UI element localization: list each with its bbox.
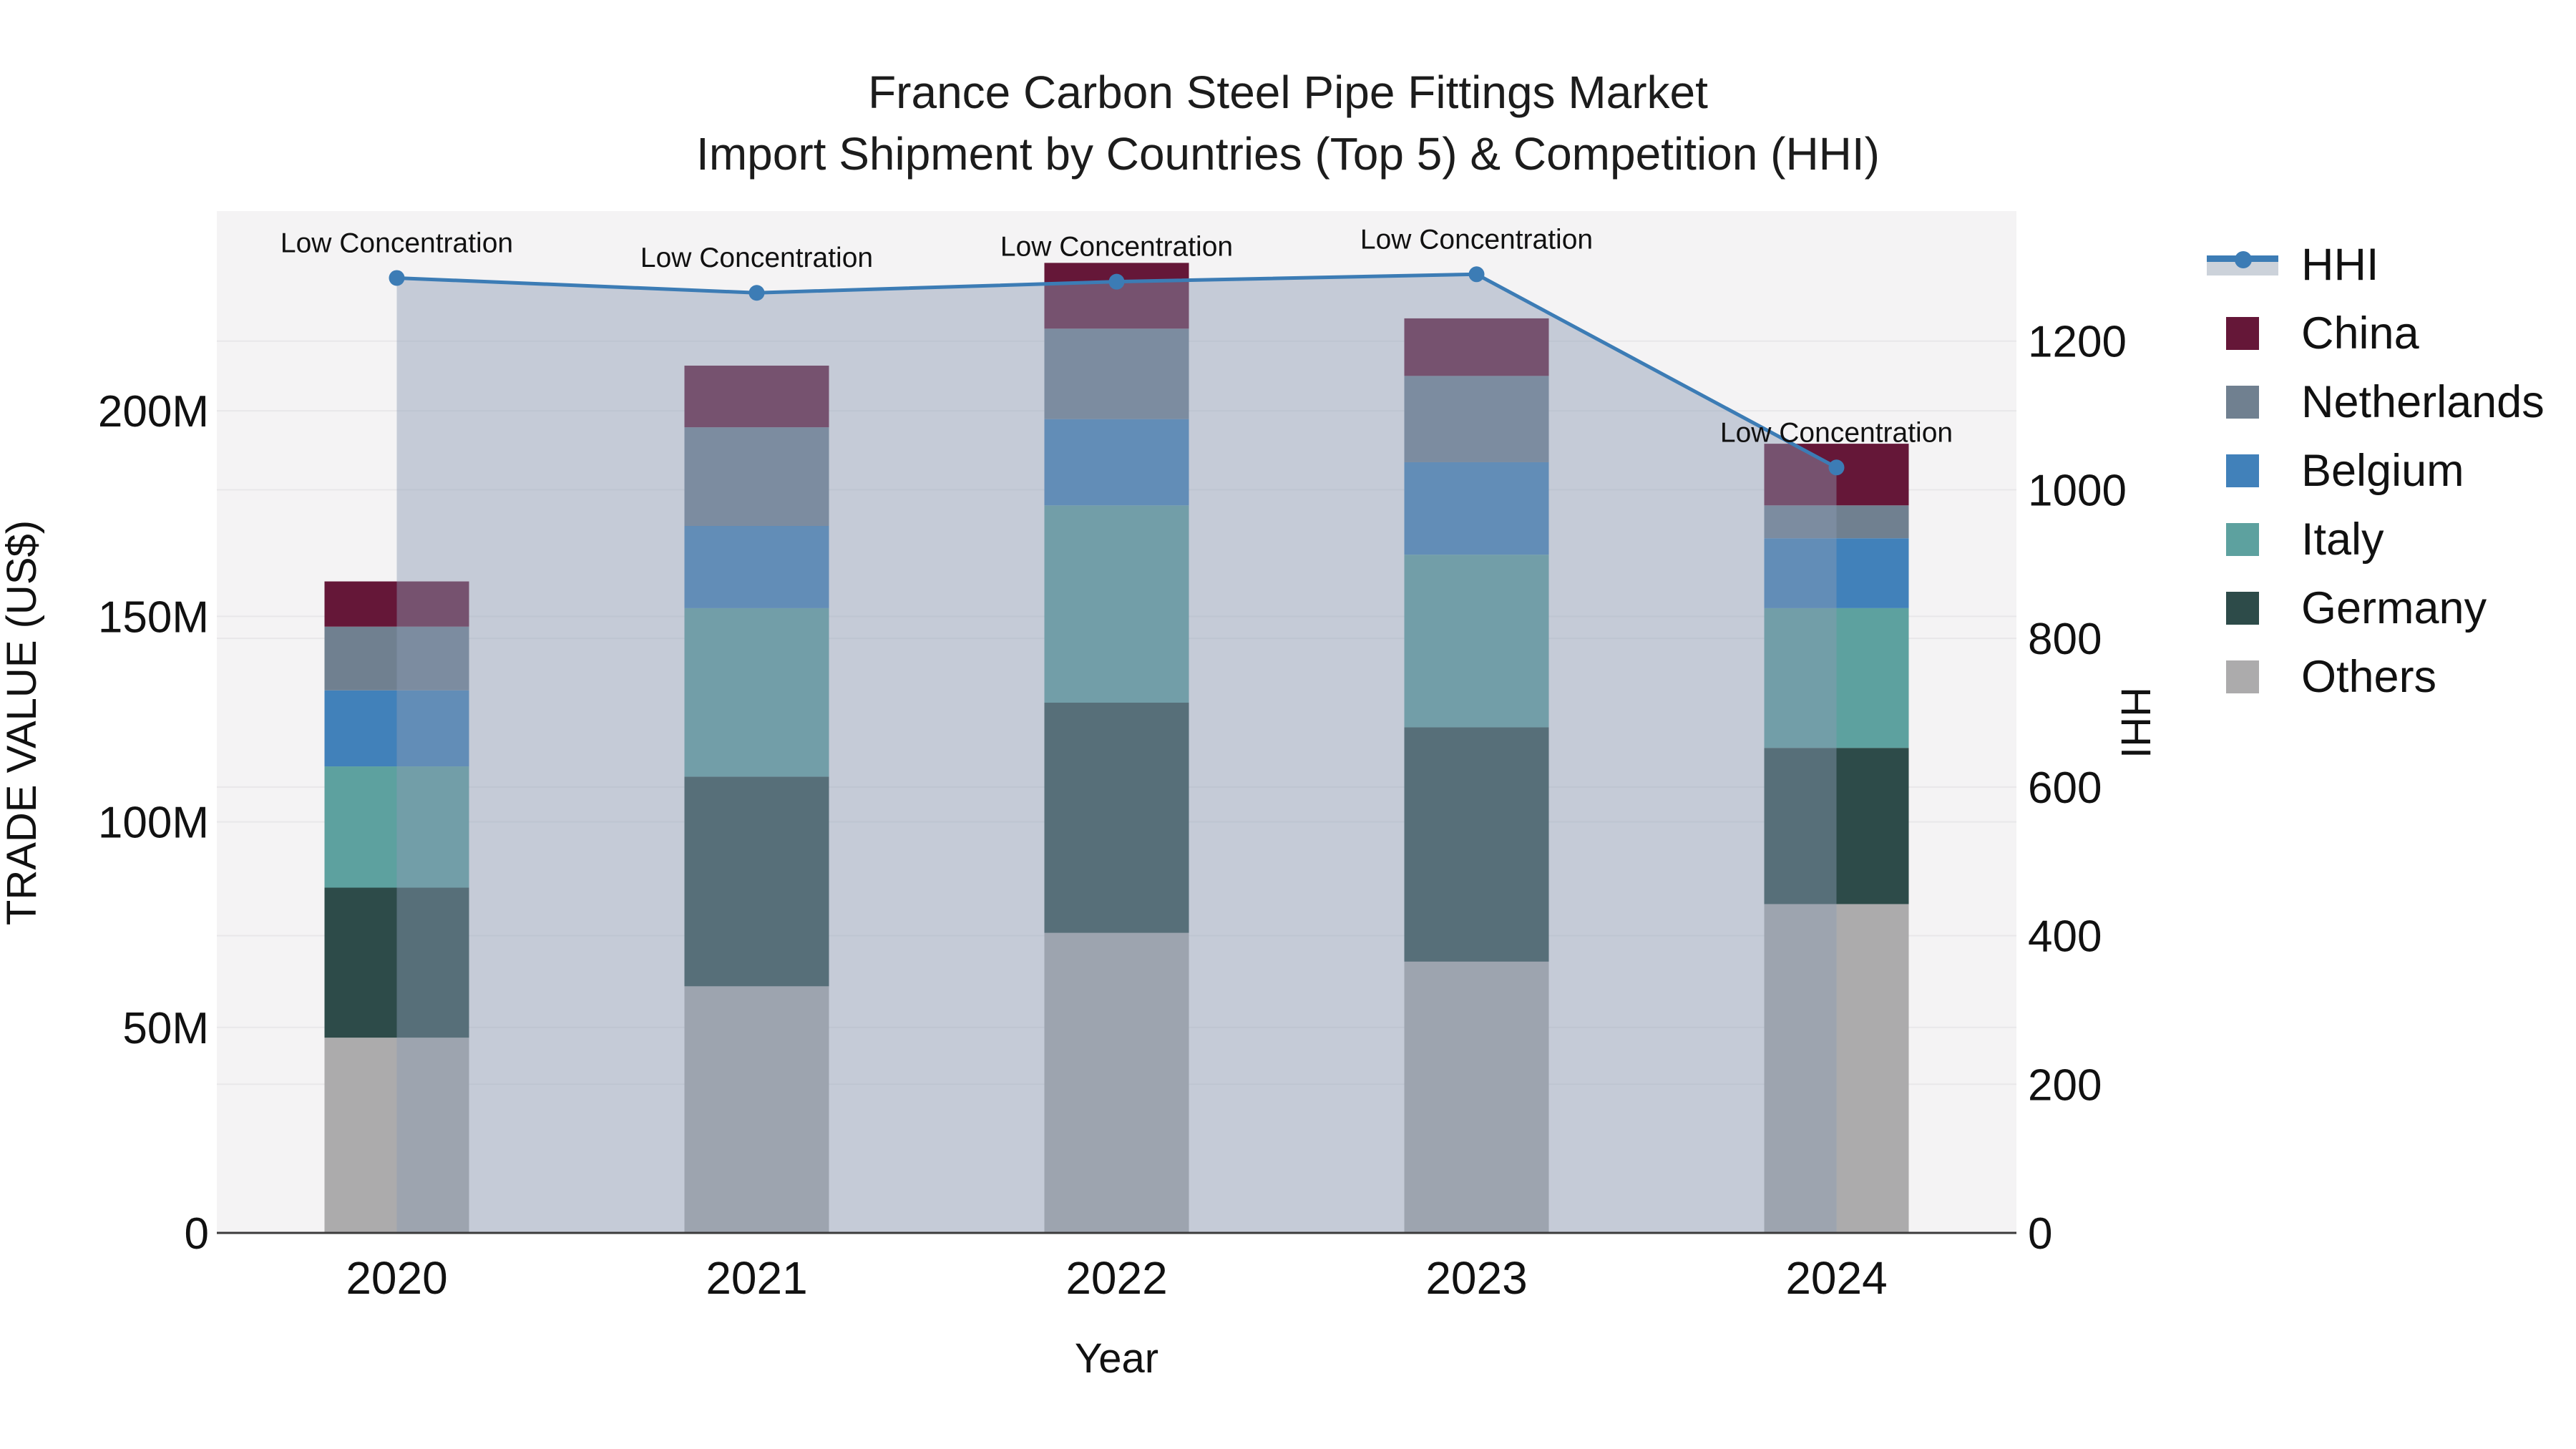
legend-item-germany[interactable]: Germany [2202,574,2575,643]
y-right-tick-label-400: 400 [2028,912,2102,962]
x-tick-label-2023: 2023 [1425,1252,1527,1304]
bar-segment-others-2021[interactable] [684,986,829,1233]
bar-segment-netherlands-2022[interactable] [1044,328,1189,419]
x-tick-label-2021: 2021 [706,1252,807,1304]
legend-label: HHI [2301,240,2379,290]
bar-segment-netherlands-2020[interactable] [324,626,469,691]
x-axis-title: Year [1075,1335,1158,1382]
bar-segment-others-2020[interactable] [324,1038,469,1233]
bar-segment-germany-2022[interactable] [1044,703,1189,933]
bar-segment-china-2023[interactable] [1404,318,1549,376]
x-tick-label-2022: 2022 [1065,1252,1167,1304]
bar-segment-netherlands-2023[interactable] [1404,376,1549,462]
annotation-low-concentration-2022: Low Concentration [1000,232,1233,263]
bar-segment-belgium-2022[interactable] [1044,419,1189,506]
bar-segment-italy-2023[interactable] [1404,555,1549,728]
bar-segment-germany-2024[interactable] [1764,748,1909,904]
y-right-tick-label-0: 0 [2028,1209,2052,1259]
legend-swatch-icon [2202,523,2283,556]
bar-segment-netherlands-2021[interactable] [684,427,829,527]
bar-segment-italy-2024[interactable] [1764,608,1909,748]
bar-segment-china-2021[interactable] [684,365,829,428]
legend-item-netherlands[interactable]: Netherlands [2202,368,2575,436]
y-right-tick-label-800: 800 [2028,615,2102,664]
y-right-tick-label-1000: 1000 [2028,466,2127,515]
legend-label: Italy [2301,514,2384,565]
y-left-tick-label-100M: 100M [98,799,209,848]
legend-label: Germany [2301,583,2487,633]
legend-label: Netherlands [2301,377,2545,427]
bar-segment-italy-2021[interactable] [684,608,829,777]
chart-title: France Carbon Steel Pipe Fittings Market… [0,62,2576,185]
annotation-low-concentration-2021: Low Concentration [640,243,873,273]
bar-segment-belgium-2023[interactable] [1404,462,1549,555]
y-right-tick-label-200: 200 [2028,1060,2102,1110]
legend-label: China [2301,308,2419,358]
legend-item-italy[interactable]: Italy [2202,505,2575,574]
hhi-area-fill [396,274,1837,1233]
x-tick-label-2020: 2020 [346,1252,447,1304]
bar-segment-germany-2020[interactable] [324,887,469,1038]
bar-segment-china-2020[interactable] [324,581,469,627]
bar-segment-belgium-2020[interactable] [324,690,469,767]
bar-segment-germany-2023[interactable] [1404,727,1549,962]
legend: HHI China Netherlands Belgium Italy Germany Ot… [2202,230,2575,711]
y-left-tick-label-0: 0 [185,1209,209,1259]
y-right-axis-title: HHI [2112,687,2159,758]
y-left-tick-label-150M: 150M [98,592,209,642]
bar-segment-others-2024[interactable] [1764,904,1909,1233]
hhi-line-swatch-icon [2202,251,2283,278]
bar-segment-others-2023[interactable] [1404,961,1549,1233]
legend-item-hhi[interactable]: HHI [2202,230,2575,299]
y-left-tick-label-200M: 200M [98,387,209,436]
legend-item-belgium[interactable]: Belgium [2202,436,2575,505]
chart-title-line1: France Carbon Steel Pipe Fittings Market [868,67,1708,118]
bar-segment-belgium-2024[interactable] [1764,538,1909,608]
bar-segment-italy-2022[interactable] [1044,505,1189,703]
bar-segment-netherlands-2024[interactable] [1764,505,1909,539]
legend-swatch-icon [2202,454,2283,487]
y-left-axis-title: TRADE VALUE (US$) [0,520,45,925]
legend-swatch-icon [2202,317,2283,350]
y-right-tick-label-600: 600 [2028,763,2102,813]
bar-segment-italy-2020[interactable] [324,766,469,888]
legend-label: Belgium [2301,446,2464,496]
annotation-low-concentration-2023: Low Concentration [1360,224,1593,255]
hhi-marker-2024[interactable] [1828,459,1845,476]
legend-item-china[interactable]: China [2202,299,2575,368]
legend-swatch-icon [2202,386,2283,419]
chart-title-line2: Import Shipment by Countries (Top 5) & C… [696,128,1880,180]
y-right-tick-label-1200: 1200 [2028,318,2127,367]
legend-item-others[interactable]: Others [2202,643,2575,711]
legend-label: Others [2301,652,2437,702]
annotation-low-concentration-2024: Low Concentration [1720,417,1953,448]
bar-segment-others-2022[interactable] [1044,932,1189,1233]
bar-segment-belgium-2021[interactable] [684,526,829,608]
legend-swatch-icon [2202,592,2283,625]
hhi-marker-2023[interactable] [1468,266,1485,283]
hhi-marker-2021[interactable] [748,285,765,301]
hhi-marker-2020[interactable] [389,270,405,286]
bar-segment-germany-2021[interactable] [684,776,829,987]
x-tick-label-2024: 2024 [1785,1252,1887,1304]
legend-swatch-icon [2202,660,2283,693]
annotation-low-concentration-2020: Low Concentration [280,228,513,258]
y-left-tick-label-50M: 50M [122,1004,209,1053]
hhi-marker-2022[interactable] [1108,273,1125,290]
